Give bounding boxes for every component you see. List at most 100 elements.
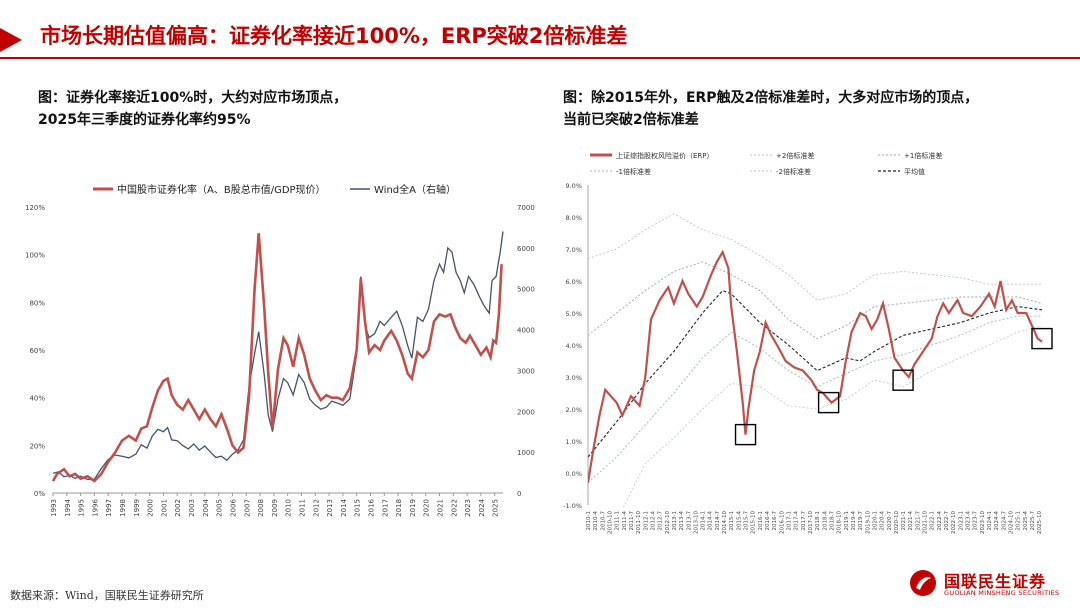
x-tick-label: 2025-10 (1037, 511, 1043, 534)
company-logo: 国联民生证券 GUOLIAN MINSHENG SECURITIES (908, 568, 1073, 604)
x-tick-label: 2019-7 (858, 511, 864, 531)
x-tick-label: 2025-4 (1023, 511, 1029, 531)
y-tick-label: 0.0% (565, 470, 582, 478)
series-line-wind-all-a (52, 231, 504, 481)
x-tick-label: 2023-10 (980, 511, 986, 534)
y-tick-label: 1.0% (565, 438, 582, 446)
highlight-box (892, 369, 914, 391)
x-tick-label: 2015-10 (751, 511, 757, 534)
series-line-mean (588, 289, 1043, 458)
x-tick-label: 2009 (271, 499, 279, 517)
legend-label-securitization: 中国股市证券化率（A、B股总市值/GDP现价） (117, 183, 326, 196)
x-tick-label: 2013 (326, 499, 334, 517)
x-tick-label: 2022 (450, 499, 458, 517)
x-tick-label: 2024 (478, 498, 486, 516)
legend-erp-label: 上证综指股权风险溢价（ERP） (616, 151, 714, 160)
y-tick-label: 6.0% (565, 278, 582, 286)
x-tick-label: 2021 (437, 499, 445, 517)
y-left-tick-label: 60% (29, 347, 45, 355)
x-tick-label: 1996 (91, 498, 99, 516)
x-tick-label: 2016-10 (779, 511, 785, 534)
x-tick-label: 2012-10 (665, 511, 671, 534)
x-tick-label: 2001 (160, 499, 168, 517)
x-tick-label: 2012-1 (643, 511, 649, 530)
y-left-tick-label: 100% (25, 252, 45, 260)
y-left-tick-label: 40% (29, 395, 45, 403)
x-tick-label: 2020-10 (894, 511, 900, 534)
x-tick-label: 2011-4 (622, 511, 628, 531)
series-line-erp (588, 249, 1043, 483)
x-tick-label: 2010-4 (593, 511, 599, 531)
x-tick-label: 2025-7 (1030, 511, 1036, 531)
x-tick-label: 2017-4 (794, 511, 800, 531)
x-tick-label: 2016-4 (765, 511, 771, 531)
x-tick-label: 2016-7 (772, 511, 778, 531)
x-tick-label: 2011-10 (636, 511, 642, 534)
legend-label-wind-all-a: Wind全A（右轴） (374, 183, 456, 196)
x-tick-label: 2023-7 (973, 511, 979, 531)
right-caption-line-2: 当前已突破2倍标准差 (563, 112, 699, 128)
x-tick-label: 2021-1 (901, 511, 907, 530)
y-tick-label: -1.0% (563, 502, 582, 510)
data-source: 数据来源：Wind，国联民生证券研究所 (10, 589, 204, 602)
series-line-securitization (51, 233, 503, 483)
y-right-tick-label: 3000 (517, 367, 535, 375)
logo-name: 国联民生证券 (944, 572, 1047, 591)
x-tick-label: 2018-1 (815, 511, 821, 530)
x-tick-label: 2020-7 (887, 511, 893, 531)
y-right-tick-label: 4000 (517, 327, 535, 335)
x-tick-label: 2005 (216, 499, 224, 517)
x-tick-label: 2007 (243, 499, 251, 517)
highlight-box (734, 423, 757, 446)
x-tick-label: 2022-4 (937, 511, 943, 531)
x-tick-label: 2021-10 (923, 511, 929, 534)
x-tick-label: 2017-1 (787, 511, 793, 530)
x-tick-label: 2020 (423, 499, 431, 517)
x-tick-label: 2017 (381, 499, 389, 517)
x-tick-label: 2012-7 (658, 511, 664, 531)
x-tick-label: 2022-1 (930, 511, 936, 530)
x-tick-label: 2016 (367, 498, 375, 516)
x-tick-label: 2023-4 (966, 511, 972, 531)
x-tick-label: 2019-1 (844, 511, 850, 530)
x-tick-label: 2008 (257, 499, 265, 517)
x-tick-label: 2015-4 (736, 511, 742, 531)
legend-minus-2sd-label: -2倍标准差 (776, 167, 811, 176)
x-tick-label: 2010-7 (600, 511, 606, 531)
series-line-minus-2sd (623, 325, 1043, 507)
x-tick-label: 2013-10 (693, 511, 699, 534)
x-tick-label: 2012-4 (650, 511, 656, 531)
left-caption-line-2: 2025年三季度的证券化率约95% (38, 112, 251, 128)
x-tick-label: 1997 (105, 499, 113, 517)
y-left-tick-label: 120% (25, 204, 45, 212)
x-tick-label: 1999 (133, 499, 141, 517)
x-tick-label: 2013-7 (686, 511, 692, 531)
x-tick-label: 2003 (188, 499, 196, 517)
x-tick-label: 2019-4 (851, 511, 857, 531)
x-tick-label: 2023 (464, 499, 472, 517)
x-tick-label: 1994 (64, 498, 72, 516)
logo-emblem-icon (910, 570, 936, 596)
x-tick-label: 2002 (174, 499, 182, 517)
x-tick-label: 2018-7 (829, 511, 835, 531)
x-tick-label: 2016-1 (758, 511, 764, 530)
x-tick-label: 2024-4 (994, 511, 1000, 531)
x-tick-label: 2011-1 (615, 511, 621, 530)
x-tick-label: 2015-7 (744, 511, 750, 531)
x-tick-label: 2021-7 (915, 511, 921, 531)
x-tick-label: 2011 (298, 499, 306, 517)
x-tick-label: 1993 (50, 499, 58, 517)
x-tick-label: 2018 (395, 499, 403, 517)
securitization-chart: 中国股市证券化率（A、B股总市值/GDP现价） Wind全A（右轴） 0% 20% 40… (25, 183, 535, 517)
y-right-tick-label: 0 (517, 490, 521, 498)
y-tick-label: 2.0% (565, 406, 582, 414)
y-right-tick-label: 1000 (517, 449, 535, 457)
title-divider (0, 57, 1080, 59)
legend-minus-1sd-label: -1倍标准差 (616, 167, 651, 176)
y-right-tick-label: 6000 (517, 245, 535, 253)
x-tick-label: 2020-4 (880, 511, 886, 531)
right-caption-line-1: 图：除2015年外，ERP触及2倍标准差时，大多对应市场的顶点， (563, 90, 979, 106)
x-tick-label: 2015-1 (729, 511, 735, 530)
legend-plus-1sd-label: +1倍标准差 (904, 151, 942, 160)
x-tick-label: 2012 (312, 499, 320, 517)
